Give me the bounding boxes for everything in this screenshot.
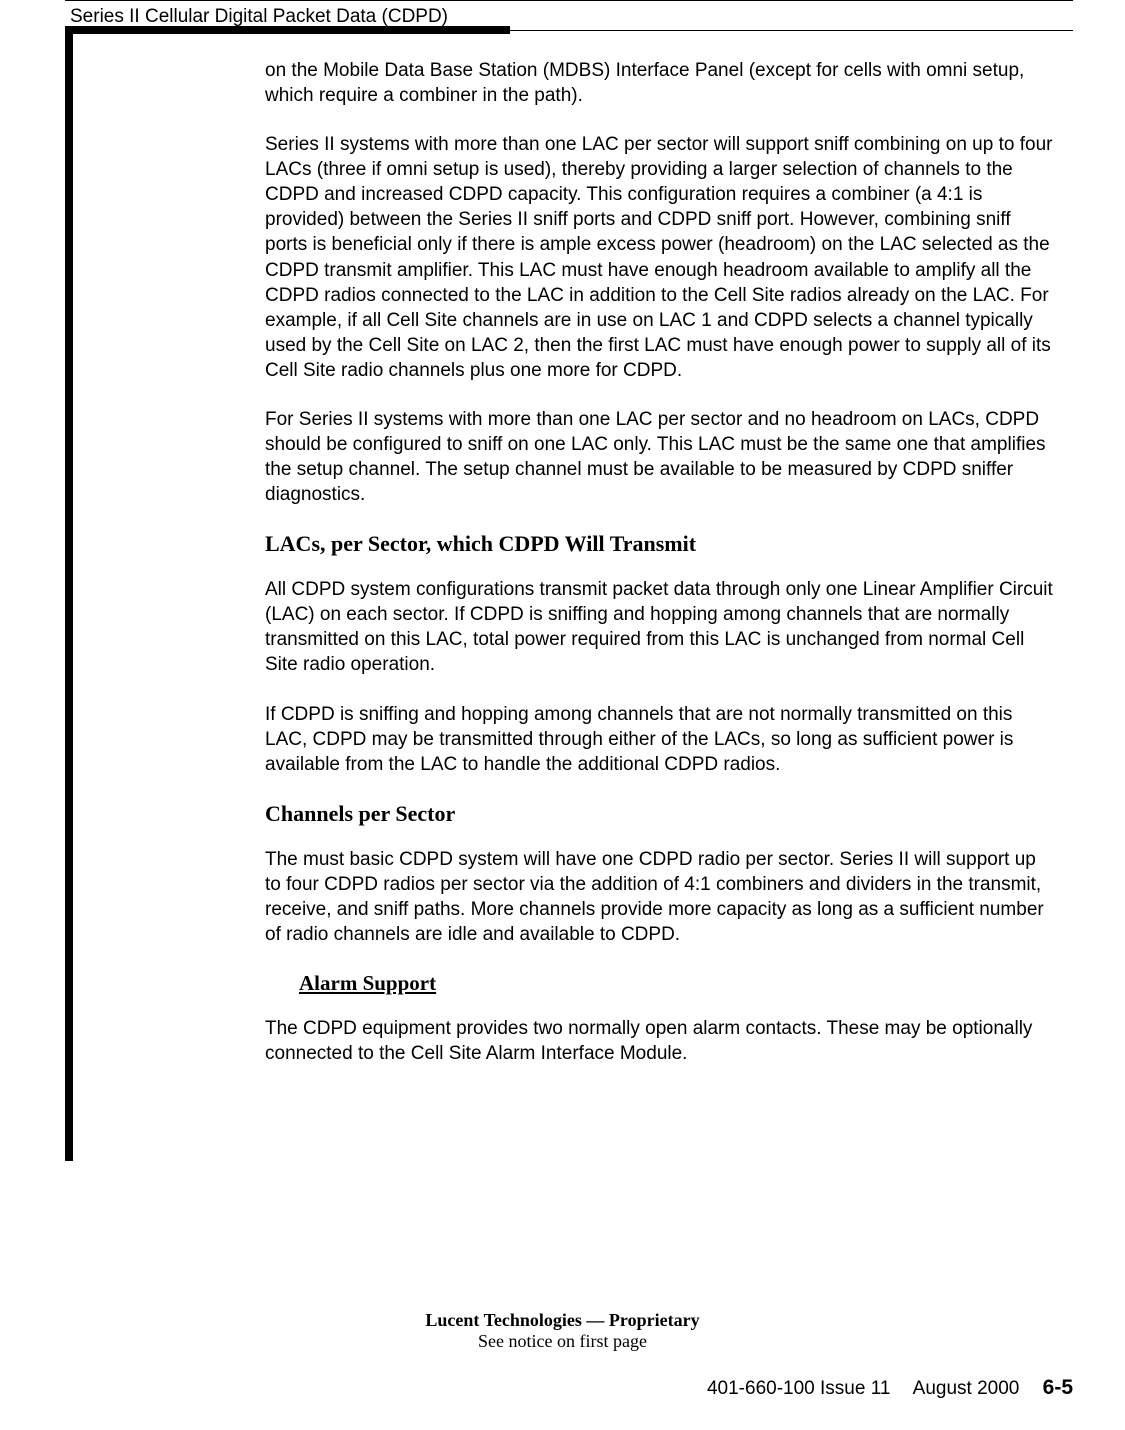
heading-lacs-transmit: LACs, per Sector, which CDPD Will Transm… (265, 531, 1055, 557)
doc-date: August 2000 (913, 1378, 1020, 1399)
footer-proprietary: Lucent Technologies — Proprietary (0, 1310, 1125, 1331)
paragraph: For Series II systems with more than one… (265, 407, 1055, 507)
page-number: 6-5 (1043, 1376, 1073, 1399)
footer-notice: See notice on first page (0, 1331, 1125, 1352)
header-bar-thin (510, 30, 1073, 31)
paragraph: If CDPD is sniffing and hopping among ch… (265, 702, 1055, 777)
paragraph: Series II systems with more than one LAC… (265, 132, 1055, 383)
page-number-row: 401-660-100 Issue 11 August 2000 6-5 (707, 1376, 1073, 1400)
running-header: Series II Cellular Digital Packet Data (… (70, 6, 448, 28)
heading-channels-per-sector: Channels per Sector (265, 801, 1055, 827)
paragraph: The must basic CDPD system will have one… (265, 847, 1055, 947)
left-margin-rule (65, 26, 73, 1161)
paragraph: on the Mobile Data Base Station (MDBS) I… (265, 58, 1055, 108)
paragraph: All CDPD system configurations transmit … (265, 577, 1055, 677)
header-bar-thick (65, 26, 510, 34)
header-rule-top (65, 0, 1073, 1)
paragraph: The CDPD equipment provides two normally… (265, 1016, 1055, 1066)
heading-alarm-support: Alarm Support (299, 971, 1055, 996)
footer: Lucent Technologies — Proprietary See no… (0, 1310, 1125, 1352)
body-content: on the Mobile Data Base Station (MDBS) I… (265, 58, 1055, 1090)
page: Series II Cellular Digital Packet Data (… (0, 0, 1125, 1430)
doc-id: 401-660-100 Issue 11 (707, 1378, 890, 1399)
